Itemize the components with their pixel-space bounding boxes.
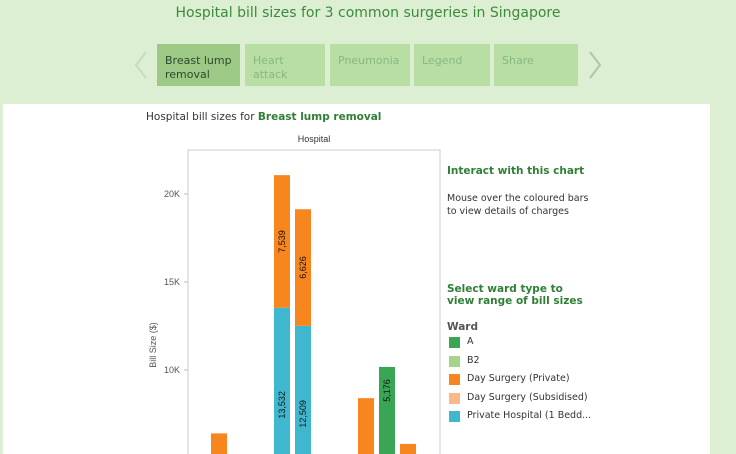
plot-frame (187, 149, 441, 454)
bar-segment[interactable] (274, 175, 290, 308)
tab[interactable]: Share (494, 44, 578, 86)
bar-value-label: 6,626 (298, 256, 308, 279)
select-title: Select ward type to view range of bill s… (447, 283, 583, 307)
legend-swatch[interactable] (449, 337, 460, 348)
legend-title: Ward (447, 321, 478, 333)
legend-swatch[interactable] (449, 355, 460, 367)
legend-swatch[interactable] (449, 411, 460, 422)
heading-prefix: Hospital bill sizes for (146, 111, 255, 123)
bar-segment[interactable] (295, 209, 311, 326)
legend-swatch[interactable] (449, 392, 460, 404)
bar-value-label: 13,532 (277, 391, 287, 419)
heading-emphasis: Breast lump removal (257, 111, 382, 123)
y-tick-label: 15K (164, 277, 180, 287)
chart-panel (3, 104, 710, 454)
prev-arrow[interactable] (134, 51, 147, 79)
legend-label[interactable]: Private Hospital (1 Bedd... (467, 410, 592, 421)
y-tick-label: 20K (164, 189, 180, 199)
bar-segment[interactable] (295, 325, 311, 454)
legend-label[interactable]: B2 (467, 354, 480, 366)
bar-segment[interactable] (400, 443, 416, 454)
tab[interactable]: Heart attack (245, 44, 325, 86)
carousel-arrows (134, 51, 602, 79)
next-arrow[interactable] (589, 51, 602, 79)
bar-segment[interactable] (379, 366, 395, 454)
y-axis-label: Bill Size ($) (148, 322, 158, 368)
page-title: Hospital bill sizes for 3 common surgeri… (175, 5, 561, 21)
bar-segment[interactable] (211, 433, 227, 454)
panel-title: Hospital (298, 134, 331, 144)
bar-value-label: 7,539 (277, 230, 287, 253)
legend-label[interactable]: A (467, 336, 474, 347)
bar-segment[interactable] (274, 307, 290, 454)
tab[interactable]: Legend (414, 44, 490, 86)
legend-label[interactable]: Day Surgery (Private) (467, 373, 570, 384)
bar-segment[interactable] (358, 398, 374, 454)
bar-value-label: 5,176 (382, 379, 392, 402)
interact-title: Interact with this chart (447, 165, 585, 177)
tab[interactable]: Pneumonia (330, 44, 410, 86)
tab[interactable]: Breast lump removal (157, 44, 240, 86)
legend-label[interactable]: Day Surgery (Subsidised) (467, 391, 588, 403)
interact-text: Mouse over the coloured bars to view det… (447, 193, 589, 217)
legend-swatch[interactable] (449, 374, 460, 385)
chart-heading: Hospital bill sizes for Breast lump remo… (146, 111, 381, 123)
y-tick-label: 10K (164, 365, 180, 375)
bar-value-label: 12,509 (298, 400, 308, 428)
